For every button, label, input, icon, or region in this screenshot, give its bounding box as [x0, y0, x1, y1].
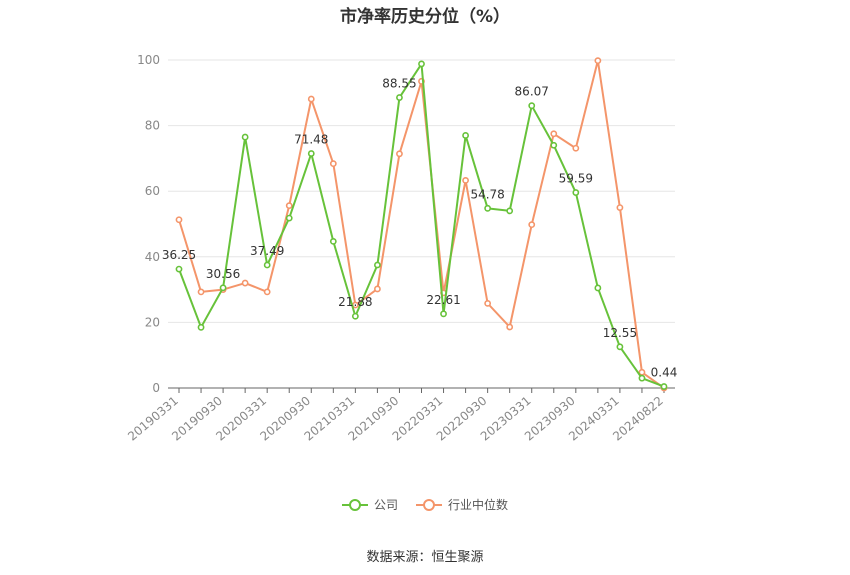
legend-item-industry-median[interactable]: 行业中位数 — [416, 496, 508, 513]
data-label-company: 22.61 — [426, 293, 460, 307]
y-tick-label: 40 — [145, 250, 160, 264]
data-point-company — [241, 133, 249, 141]
series-layer — [175, 57, 668, 392]
grid-lines — [168, 59, 675, 323]
data-point-company — [285, 214, 293, 222]
data-point-company — [484, 204, 492, 212]
data-point-industry-median — [241, 279, 249, 287]
y-tick-label: 60 — [145, 184, 160, 198]
y-tick-label: 80 — [145, 119, 160, 133]
data-point-company — [197, 323, 205, 331]
data-point-company — [329, 237, 337, 245]
data-point-industry-median — [175, 216, 183, 224]
data-point-industry-median — [506, 323, 514, 331]
chart-title: 市净率历史分位（%） — [339, 7, 511, 27]
data-label-company: 21.88 — [338, 295, 372, 309]
data-label-company: 0.44 — [651, 366, 678, 380]
data-label-company: 88.55 — [382, 77, 416, 91]
data-point-company — [351, 312, 359, 320]
data-point-industry-median — [285, 202, 293, 210]
data-point-industry-median — [307, 95, 315, 103]
data-point-industry-median — [528, 221, 536, 229]
data-point-company — [616, 343, 624, 351]
data-point-industry-median — [374, 285, 381, 293]
legend-swatch-company — [341, 497, 368, 513]
data-point-industry-median — [396, 150, 403, 158]
data-point-industry-median — [594, 57, 602, 65]
data-point-company — [506, 207, 514, 215]
data-point-company — [440, 310, 447, 318]
axes: 0204060801002019033120190930202003312020… — [125, 53, 675, 444]
series-line-company — [178, 62, 665, 388]
data-point-company — [572, 189, 580, 196]
source-note: 数据来源：恒生聚源 — [366, 550, 484, 565]
data-point-industry-median — [462, 176, 469, 184]
series-line-industry-median — [178, 59, 665, 389]
data-point-company — [307, 150, 315, 157]
data-point-industry-median — [484, 299, 492, 307]
data-label-company: 36.25 — [162, 248, 196, 262]
legend-label-company: 公司 — [373, 498, 398, 512]
y-tick-label: 100 — [137, 53, 160, 67]
data-point-company — [462, 132, 469, 139]
data-point-company — [660, 383, 668, 390]
data-point-company — [219, 284, 227, 292]
data-point-industry-median — [572, 144, 580, 152]
data-label-company: 12.55 — [603, 326, 637, 340]
data-point-industry-median — [550, 130, 558, 138]
data-label-company: 71.48 — [294, 133, 328, 147]
legend: 公司 行业中位数 — [0, 496, 850, 513]
data-point-company — [418, 60, 425, 68]
data-point-industry-median — [197, 288, 205, 296]
data-point-company — [263, 261, 271, 269]
data-label-company: 86.07 — [515, 85, 549, 99]
data-point-company — [528, 102, 536, 110]
data-label-company: 30.56 — [206, 267, 240, 281]
data-labels: 36.25 30.56 37.49 71.48 21.88 88.55 22.61 54.78… — [162, 77, 678, 380]
legend-label-industry-median: 行业中位数 — [448, 498, 509, 512]
legend-item-company[interactable]: 公司 — [341, 496, 398, 513]
data-point-company — [550, 141, 558, 149]
data-point-company — [396, 94, 403, 101]
data-point-industry-median — [329, 160, 337, 168]
data-point-company — [374, 261, 381, 269]
y-tick-label: 20 — [145, 315, 160, 329]
data-point-company — [594, 284, 602, 292]
y-tick-label: 0 — [152, 381, 160, 395]
data-label-company: 37.49 — [250, 244, 284, 258]
data-label-company: 54.78 — [470, 187, 504, 201]
legend-swatch-industry-median — [416, 497, 442, 513]
data-label-company: 59.59 — [559, 172, 593, 186]
data-point-company — [638, 374, 646, 382]
data-point-industry-median — [616, 204, 624, 211]
data-point-company — [175, 265, 183, 273]
data-point-industry-median — [263, 288, 271, 296]
